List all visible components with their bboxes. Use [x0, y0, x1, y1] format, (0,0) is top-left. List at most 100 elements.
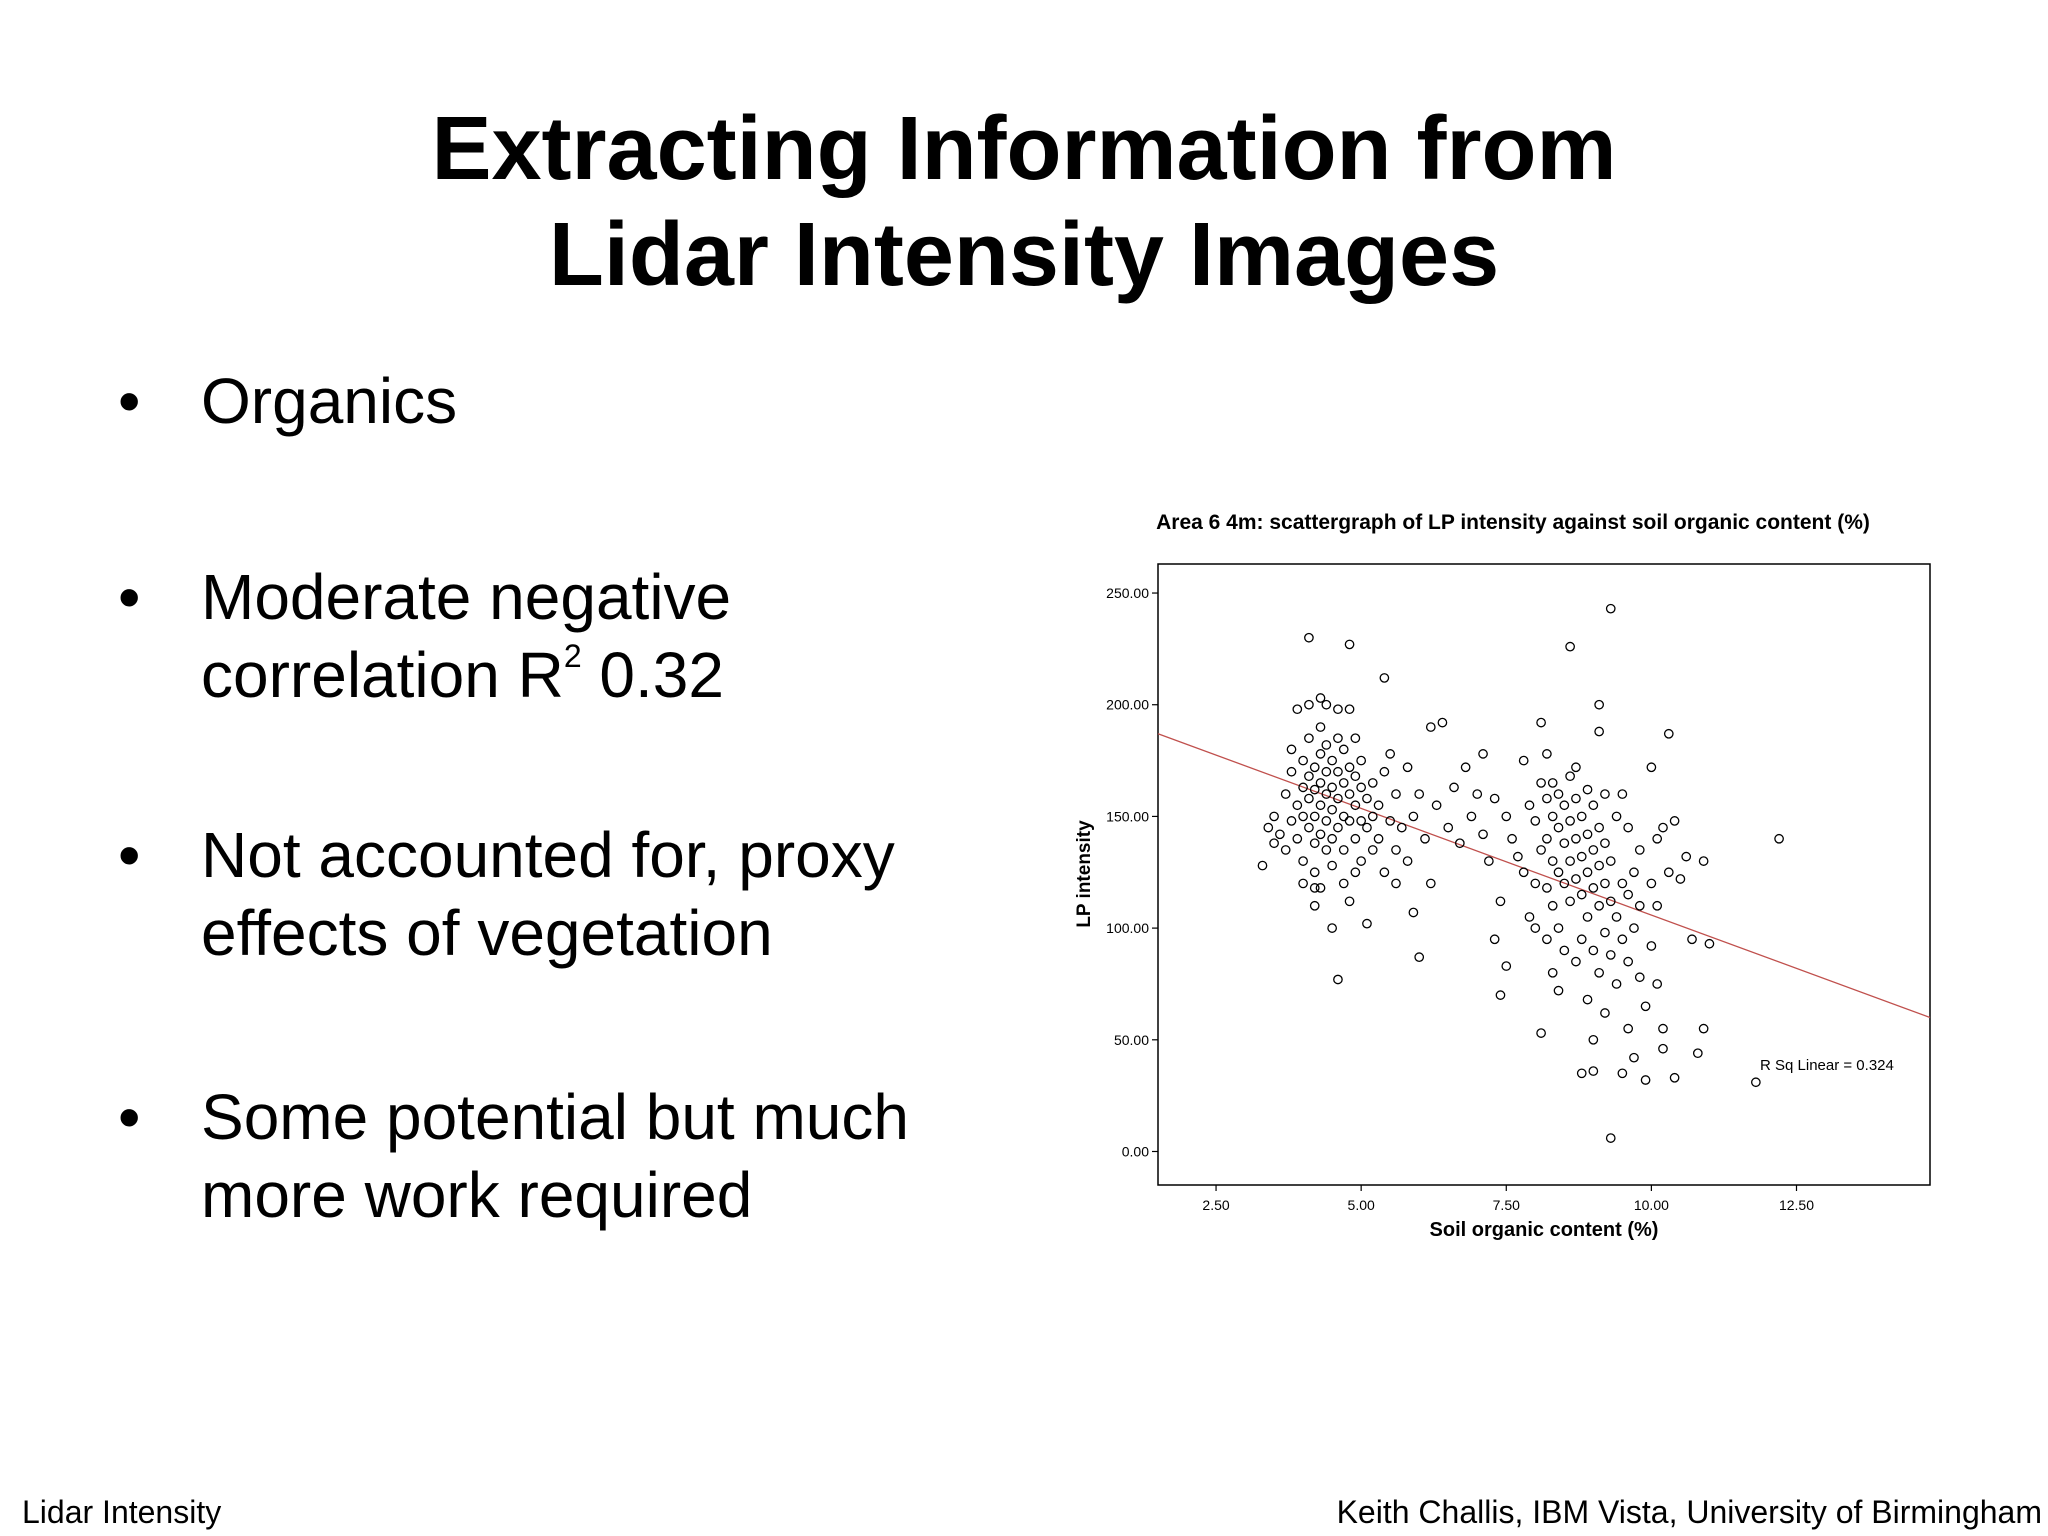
data-point: [1344, 816, 1355, 826]
data-point: [1536, 717, 1546, 728]
x-axis-label: Soil organic content (%): [1430, 1219, 1659, 1241]
data-point: [1536, 778, 1546, 788]
data-point: [1402, 856, 1413, 866]
data-point: [1269, 811, 1279, 822]
data-point: [1304, 822, 1314, 833]
data-point: [1344, 639, 1355, 650]
data-point: [1611, 811, 1622, 822]
data-point: [1553, 923, 1564, 933]
data-point: [1547, 900, 1558, 911]
data-point: [1338, 744, 1349, 755]
bullet-text: Some potential but much more work requir…: [201, 1078, 1021, 1234]
data-point: [1425, 878, 1436, 889]
data-point: [1542, 833, 1552, 844]
bullet-marker: •: [118, 1081, 141, 1153]
data-point: [1321, 699, 1332, 710]
data-point: [1640, 1075, 1651, 1085]
data-point: [1379, 766, 1390, 777]
data-point: [1344, 789, 1355, 799]
data-point: [1542, 883, 1552, 893]
data-point: [1634, 972, 1645, 983]
chart-title: Area 6 4m: scattergraph of LP intensity …: [1156, 511, 1870, 534]
data-point: [1629, 867, 1639, 878]
bullet-line: Some potential but much: [201, 1081, 909, 1153]
data-point: [1321, 766, 1332, 777]
bullet-line: Not accounted for, proxy: [201, 819, 895, 891]
slide-title-line-1: Extracting Information from: [431, 99, 1617, 199]
y-tick-label: 100.00: [1106, 920, 1149, 936]
data-point: [1437, 717, 1448, 728]
footer-right: Keith Challis, IBM Vista, University of …: [1336, 1494, 2042, 1530]
data-point: [1309, 867, 1320, 878]
data-point: [1594, 822, 1604, 833]
data-point: [1623, 889, 1634, 900]
data-point: [1582, 912, 1593, 922]
data-point: [1536, 845, 1546, 855]
data-point: [1687, 934, 1697, 945]
data-point: [1338, 778, 1349, 788]
bullet-marker: •: [118, 365, 141, 437]
y-tick-label: 250.00: [1106, 585, 1149, 601]
data-point: [1286, 816, 1297, 826]
data-point: [1634, 900, 1645, 911]
data-point: [1623, 1023, 1634, 1034]
data-point: [1547, 778, 1558, 788]
data-point: [1565, 641, 1575, 652]
data-point: [1571, 762, 1581, 773]
data-point: [1414, 789, 1425, 799]
bullet-line-part: 0.32: [581, 639, 724, 711]
plot-area: [1157, 563, 1931, 1186]
data-point: [1350, 867, 1361, 878]
bullet-line: correlation R2 0.32: [201, 636, 1021, 714]
data-point: [1356, 816, 1367, 826]
data-point: [1309, 762, 1320, 773]
data-point: [1350, 733, 1361, 744]
data-point: [1431, 800, 1442, 811]
data-point: [1298, 811, 1308, 822]
bullet-line-part: correlation R: [201, 639, 564, 711]
data-point: [1617, 1068, 1628, 1079]
data-point: [1379, 867, 1390, 878]
data-point: [1565, 856, 1575, 866]
data-point: [1617, 934, 1628, 945]
data-point: [1321, 740, 1332, 750]
data-point: [1600, 927, 1610, 938]
data-point: [1257, 860, 1268, 871]
data-point: [1344, 762, 1355, 773]
data-point: [1408, 907, 1419, 918]
data-point: [1588, 883, 1599, 893]
data-point: [1559, 838, 1570, 849]
data-point: [1478, 749, 1488, 759]
data-point: [1489, 934, 1500, 945]
data-point: [1315, 800, 1326, 811]
data-point: [1542, 749, 1552, 759]
data-point: [1356, 782, 1367, 793]
data-point: [1600, 1008, 1610, 1018]
data-point: [1309, 883, 1320, 893]
data-point: [1292, 833, 1303, 844]
data-point: [1315, 722, 1326, 732]
footer-left: Lidar Intensity: [22, 1494, 222, 1530]
data-point: [1576, 1068, 1587, 1079]
data-point: [1553, 867, 1564, 878]
data-point: [1338, 845, 1349, 855]
data-point: [1367, 811, 1378, 822]
data-point: [1658, 1023, 1668, 1034]
data-point: [1559, 800, 1570, 811]
data-point: [1600, 838, 1610, 849]
data-point: [1327, 755, 1337, 766]
bullet-line: Moderate negative: [201, 561, 732, 633]
fit-line: [1157, 733, 1931, 1019]
data-point: [1472, 789, 1483, 799]
data-point: [1571, 833, 1581, 844]
data-point: [1495, 896, 1506, 907]
data-point: [1425, 722, 1436, 732]
data-point: [1542, 934, 1552, 945]
fit-line-label: R Sq Linear = 0.324: [1760, 1057, 1894, 1074]
data-point: [1321, 845, 1332, 855]
data-point: [1420, 833, 1430, 844]
data-point: [1391, 789, 1401, 799]
data-point: [1611, 912, 1622, 922]
data-point: [1501, 811, 1512, 822]
slide-title: Extracting Information from Lidar Intens…: [0, 96, 2048, 308]
